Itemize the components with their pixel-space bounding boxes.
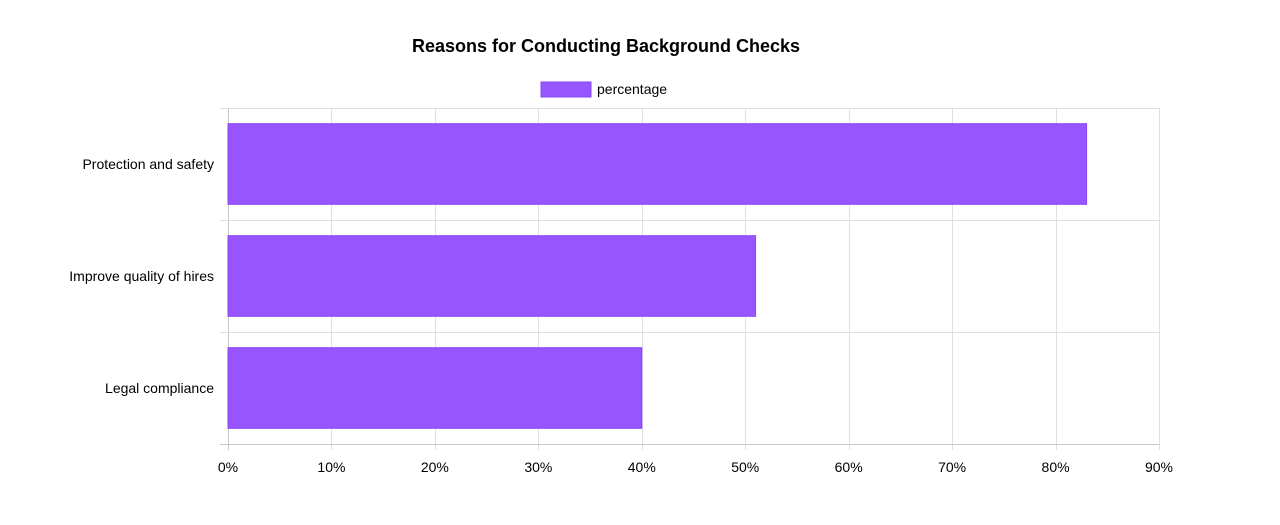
chart-title: Reasons for Conducting Background Checks: [412, 36, 800, 56]
bar[interactable]: [227, 347, 643, 429]
x-tick-label: 90%: [1145, 459, 1173, 475]
x-tick-label: 0%: [218, 459, 238, 475]
category-label: Improve quality of hires: [69, 268, 214, 284]
category-label: Legal compliance: [105, 380, 214, 396]
x-tick-label: 60%: [835, 459, 863, 475]
category-labels: Protection and safety Improve quality of …: [69, 156, 214, 396]
bars: [227, 123, 1088, 429]
legend-label: percentage: [597, 81, 667, 97]
x-tick-label: 50%: [731, 459, 759, 475]
tick-labels: 0% 10% 20% 30% 40% 50% 60% 70% 80% 90%: [218, 459, 1173, 475]
legend[interactable]: percentage: [540, 81, 667, 98]
category-label: Protection and safety: [82, 156, 214, 172]
bar[interactable]: [227, 123, 1088, 205]
x-tick-label: 20%: [421, 459, 449, 475]
x-tick-label: 70%: [938, 459, 966, 475]
bar[interactable]: [227, 235, 757, 317]
x-tick-label: 30%: [524, 459, 552, 475]
legend-swatch: [540, 81, 592, 98]
x-tick-label: 80%: [1042, 459, 1070, 475]
x-tick-label: 10%: [317, 459, 345, 475]
x-tick-label: 40%: [628, 459, 656, 475]
